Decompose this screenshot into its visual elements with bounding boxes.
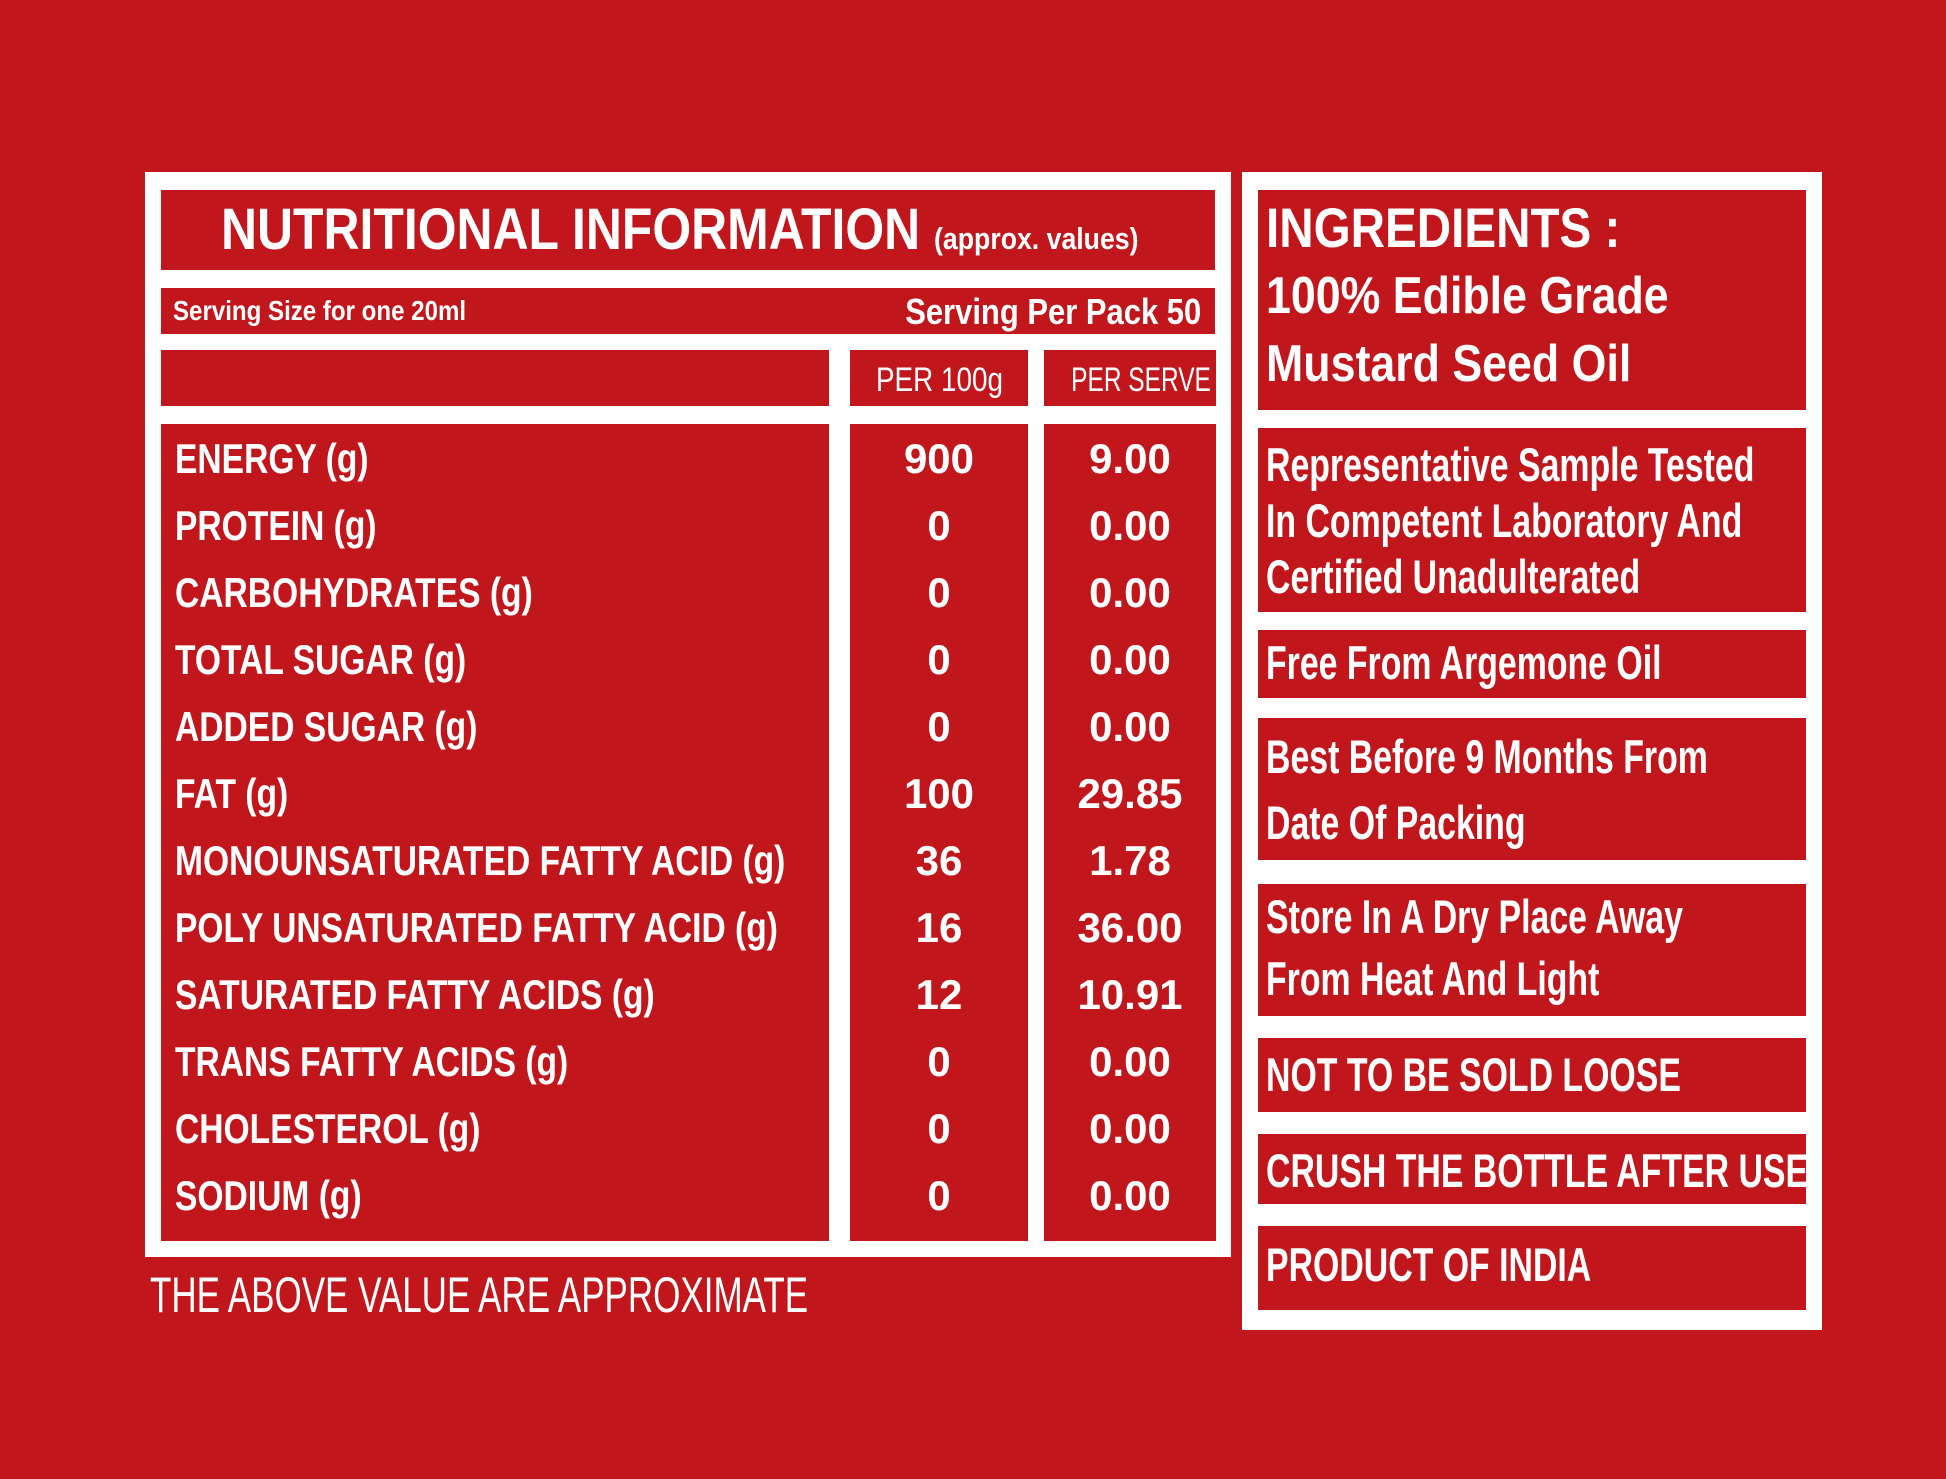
perserve-values-column: 9.00 0.00 0.00 0.00 0.00 29.85 1.78 36.0… bbox=[1044, 424, 1216, 1241]
storage-line: Store In A Dry Place Away bbox=[1266, 890, 1683, 943]
nutrient-label: SATURATED FATTY ACIDS (g) bbox=[175, 971, 655, 1018]
perserve-value: 0.00 bbox=[1089, 636, 1171, 683]
per100-value: 0 bbox=[927, 703, 951, 750]
nutrition-title-box: NUTRITIONAL INFORMATION (approx. values) bbox=[161, 190, 1215, 270]
ingredients-line: 100% Edible Grade bbox=[1266, 267, 1669, 325]
argemone-free-text: Free From Argemone Oil bbox=[1266, 636, 1662, 689]
origin-box: PRODUCT OF INDIA bbox=[1258, 1226, 1806, 1310]
nutrition-title: NUTRITIONAL INFORMATION bbox=[221, 197, 921, 262]
nutrient-names-column: ENERGY (g) PROTEIN (g) CARBOHYDRATES (g)… bbox=[161, 424, 829, 1241]
perserve-value: 10.91 bbox=[1077, 971, 1183, 1018]
ingredients-box: INGREDIENTS : 100% Edible Grade Mustard … bbox=[1258, 190, 1806, 410]
nutrient-label: PROTEIN (g) bbox=[175, 502, 377, 549]
column-header-per100: PER 100g bbox=[875, 361, 1003, 399]
perserve-value: 0.00 bbox=[1089, 1105, 1171, 1152]
perserve-value: 0.00 bbox=[1089, 1172, 1171, 1219]
approximate-footnote: THE ABOVE VALUE ARE APPROXIMATE bbox=[150, 1267, 809, 1323]
per100-value: 0 bbox=[927, 502, 951, 549]
ingredients-title: INGREDIENTS : bbox=[1266, 196, 1621, 259]
lab-tested-line: Certified Unadulterated bbox=[1266, 550, 1641, 603]
nutrient-label: SODIUM (g) bbox=[175, 1172, 362, 1219]
perserve-value: 0.00 bbox=[1089, 569, 1171, 616]
best-before-line: Date Of Packing bbox=[1266, 796, 1526, 849]
perserve-value: 29.85 bbox=[1077, 770, 1183, 817]
serving-per-pack: Serving Per Pack 50 bbox=[904, 291, 1201, 332]
perserve-value: 0.00 bbox=[1089, 703, 1171, 750]
nutrient-label: TRANS FATTY ACIDS (g) bbox=[175, 1038, 569, 1085]
header-perserve-cell: PER SERVE bbox=[1044, 350, 1216, 406]
serving-size: Serving Size for one 20ml bbox=[173, 295, 467, 326]
perserve-value: 36.00 bbox=[1077, 904, 1183, 951]
nutrient-label: FAT (g) bbox=[175, 770, 289, 817]
per100-value: 36 bbox=[915, 837, 963, 884]
nutrient-label: ENERGY (g) bbox=[175, 435, 369, 482]
per100-value: 0 bbox=[927, 569, 951, 616]
perserve-value: 9.00 bbox=[1089, 435, 1171, 482]
per100-value: 0 bbox=[927, 636, 951, 683]
ingredients-line: Mustard Seed Oil bbox=[1266, 335, 1632, 393]
lab-tested-line: In Competent Laboratory And bbox=[1266, 494, 1743, 547]
argemone-box: Free From Argemone Oil bbox=[1258, 630, 1806, 698]
per100-value: 12 bbox=[915, 971, 963, 1018]
info-panel: INGREDIENTS : 100% Edible Grade Mustard … bbox=[1242, 172, 1822, 1330]
nutrition-panel: NUTRITIONAL INFORMATION (approx. values)… bbox=[145, 172, 1231, 1257]
perserve-value: 0.00 bbox=[1089, 502, 1171, 549]
crush-bottle-text: CRUSH THE BOTTLE AFTER USE bbox=[1266, 1144, 1809, 1197]
header-blank-cell bbox=[161, 350, 829, 406]
per100-values-column: 900 0 0 0 0 100 36 16 12 0 0 0 bbox=[850, 424, 1028, 1241]
column-header-perserve: PER SERVE bbox=[1071, 361, 1211, 399]
nutrient-label: MONOUNSATURATED FATTY ACID (g) bbox=[175, 837, 786, 884]
nutrient-label: TOTAL SUGAR (g) bbox=[175, 636, 467, 683]
nutrition-subtitle: (approx. values) bbox=[934, 221, 1139, 256]
best-before-line: Best Before 9 Months From bbox=[1266, 730, 1708, 783]
nutrient-label: CHOLESTEROL (g) bbox=[175, 1105, 481, 1152]
header-per100-cell: PER 100g bbox=[850, 350, 1028, 406]
per100-value: 0 bbox=[927, 1172, 951, 1219]
nutrient-label: ADDED SUGAR (g) bbox=[175, 703, 478, 750]
lab-tested-line: Representative Sample Tested bbox=[1266, 438, 1755, 491]
crush-box: CRUSH THE BOTTLE AFTER USE bbox=[1258, 1134, 1809, 1204]
not-sold-loose-text: NOT TO BE SOLD LOOSE bbox=[1266, 1048, 1681, 1101]
serving-info-row: Serving Size for one 20ml Serving Per Pa… bbox=[161, 288, 1215, 334]
perserve-value: 1.78 bbox=[1089, 837, 1171, 884]
not-loose-box: NOT TO BE SOLD LOOSE bbox=[1258, 1038, 1806, 1112]
per100-value: 900 bbox=[903, 435, 975, 482]
nutrient-label: CARBOHYDRATES (g) bbox=[175, 569, 533, 616]
per100-value: 0 bbox=[927, 1038, 951, 1085]
best-before-box: Best Before 9 Months From Date Of Packin… bbox=[1258, 718, 1806, 860]
perserve-value: 0.00 bbox=[1089, 1038, 1171, 1085]
nutrient-label: POLY UNSATURATED FATTY ACID (g) bbox=[175, 904, 778, 951]
per100-value: 100 bbox=[903, 770, 975, 817]
per100-value: 0 bbox=[927, 1105, 951, 1152]
lab-tested-box: Representative Sample Tested In Competen… bbox=[1258, 428, 1806, 612]
per100-value: 16 bbox=[915, 904, 963, 951]
product-origin-text: PRODUCT OF INDIA bbox=[1266, 1238, 1592, 1291]
storage-box: Store In A Dry Place Away From Heat And … bbox=[1258, 884, 1806, 1016]
storage-line: From Heat And Light bbox=[1266, 952, 1600, 1005]
